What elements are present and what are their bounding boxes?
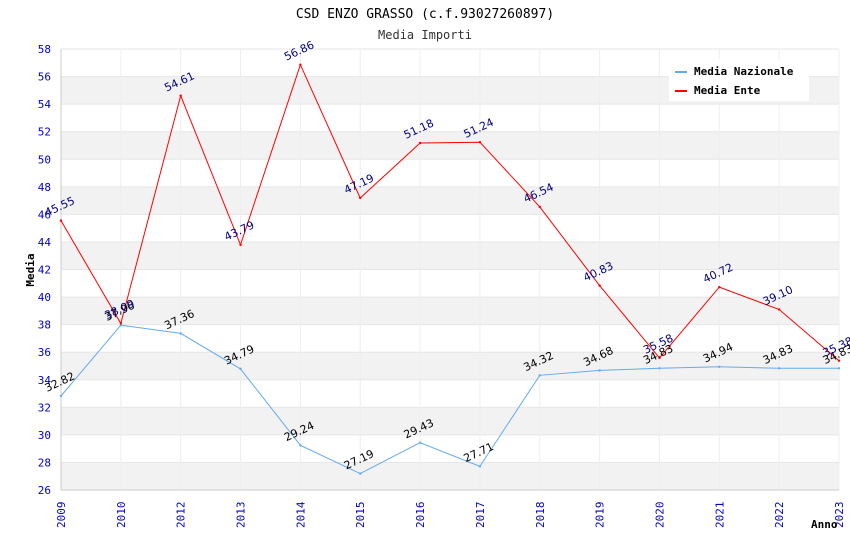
y-tick-label: 48 xyxy=(38,181,51,194)
y-tick-label: 54 xyxy=(38,98,52,111)
x-tick-label: 2022 xyxy=(773,502,786,529)
data-point xyxy=(239,367,242,371)
data-point xyxy=(478,140,482,144)
series-line-2 xyxy=(60,63,840,362)
data-point xyxy=(179,94,182,97)
legend-box xyxy=(669,59,809,101)
x-tick-label: 2015 xyxy=(354,502,367,529)
data-point xyxy=(478,465,482,468)
x-tick-label: 2017 xyxy=(474,502,487,529)
x-tick-label: 2021 xyxy=(713,502,726,529)
series-lines xyxy=(59,63,841,475)
data-point xyxy=(598,369,601,372)
y-tick-label: 50 xyxy=(38,153,51,166)
data-point xyxy=(239,243,242,247)
data-point xyxy=(658,367,661,370)
series-line-1 xyxy=(60,324,839,475)
legend-label: Media Nazionale xyxy=(694,65,794,78)
y-tick-label: 46 xyxy=(38,208,51,221)
y-tick-label: 26 xyxy=(38,484,51,497)
y-tick-label: 58 xyxy=(38,43,51,56)
y-tick-label: 28 xyxy=(38,456,51,469)
data-point xyxy=(538,374,541,377)
x-tick-label: 2023 xyxy=(833,502,846,529)
chart-title: CSD ENZO GRASSO (c.f.93027260897) xyxy=(296,7,554,22)
data-point xyxy=(718,365,721,368)
data-point xyxy=(718,285,721,289)
data-point xyxy=(119,322,123,325)
y-tick-label: 42 xyxy=(38,264,51,277)
legend: Media Nazionale Media Ente xyxy=(669,59,809,101)
data-point xyxy=(59,394,63,398)
y-tick-label: 52 xyxy=(38,126,51,139)
data-point xyxy=(837,367,841,370)
data-point xyxy=(658,356,661,360)
y-tick-label: 36 xyxy=(38,346,51,359)
grid-band xyxy=(61,297,839,325)
data-point xyxy=(359,196,362,200)
grid-band xyxy=(61,407,839,435)
y-tick-label: 38 xyxy=(38,319,51,332)
x-axis-label: Anno xyxy=(811,518,838,531)
data-point xyxy=(538,205,541,209)
grid-band xyxy=(61,352,839,380)
x-tick-label: 2013 xyxy=(235,502,248,529)
x-tick-label: 2010 xyxy=(115,502,128,529)
grid-band xyxy=(61,241,839,270)
y-tick-label: 32 xyxy=(38,401,51,414)
x-tick-label: 2016 xyxy=(414,502,427,529)
data-point xyxy=(119,323,123,327)
grid-band xyxy=(61,462,839,490)
data-point xyxy=(598,284,601,287)
y-tick-label: 40 xyxy=(38,291,51,304)
data-point xyxy=(837,359,841,362)
y-tick-label: 44 xyxy=(38,236,52,249)
grid-bands xyxy=(60,48,840,491)
data-point xyxy=(777,367,781,370)
x-tick-label: 2018 xyxy=(534,502,547,529)
data-point xyxy=(59,219,63,222)
legend-label: Media Ente xyxy=(694,84,761,97)
grid-band xyxy=(61,131,839,160)
x-axis-ticks: 2009 2010 2012 2013 2014 2015 2016 2017 2018 2019… xyxy=(55,501,846,528)
y-tick-label: 30 xyxy=(38,429,51,442)
data-point xyxy=(777,308,781,311)
data-point xyxy=(359,472,362,475)
x-tick-label: 2012 xyxy=(175,502,188,529)
y-axis-ticks: 26 28 30 32 34 36 38 40 42 44 46 48 50 52 54 56 58 xyxy=(38,43,52,497)
y-tick-label: 56 xyxy=(38,71,51,84)
grid-band xyxy=(61,186,839,215)
data-point xyxy=(299,63,302,66)
chart-subtitle: Media Importi xyxy=(378,28,472,42)
x-tick-label: 2020 xyxy=(653,502,666,529)
data-point xyxy=(418,441,422,444)
y-axis-label: Media xyxy=(24,253,37,286)
y-tick-label: 34 xyxy=(38,374,52,387)
x-tick-label: 2019 xyxy=(594,502,607,529)
data-point xyxy=(418,141,422,145)
x-tick-label: 2014 xyxy=(294,501,307,528)
data-point xyxy=(299,444,302,447)
data-point xyxy=(179,332,182,335)
x-tick-label: 2009 xyxy=(55,502,68,529)
